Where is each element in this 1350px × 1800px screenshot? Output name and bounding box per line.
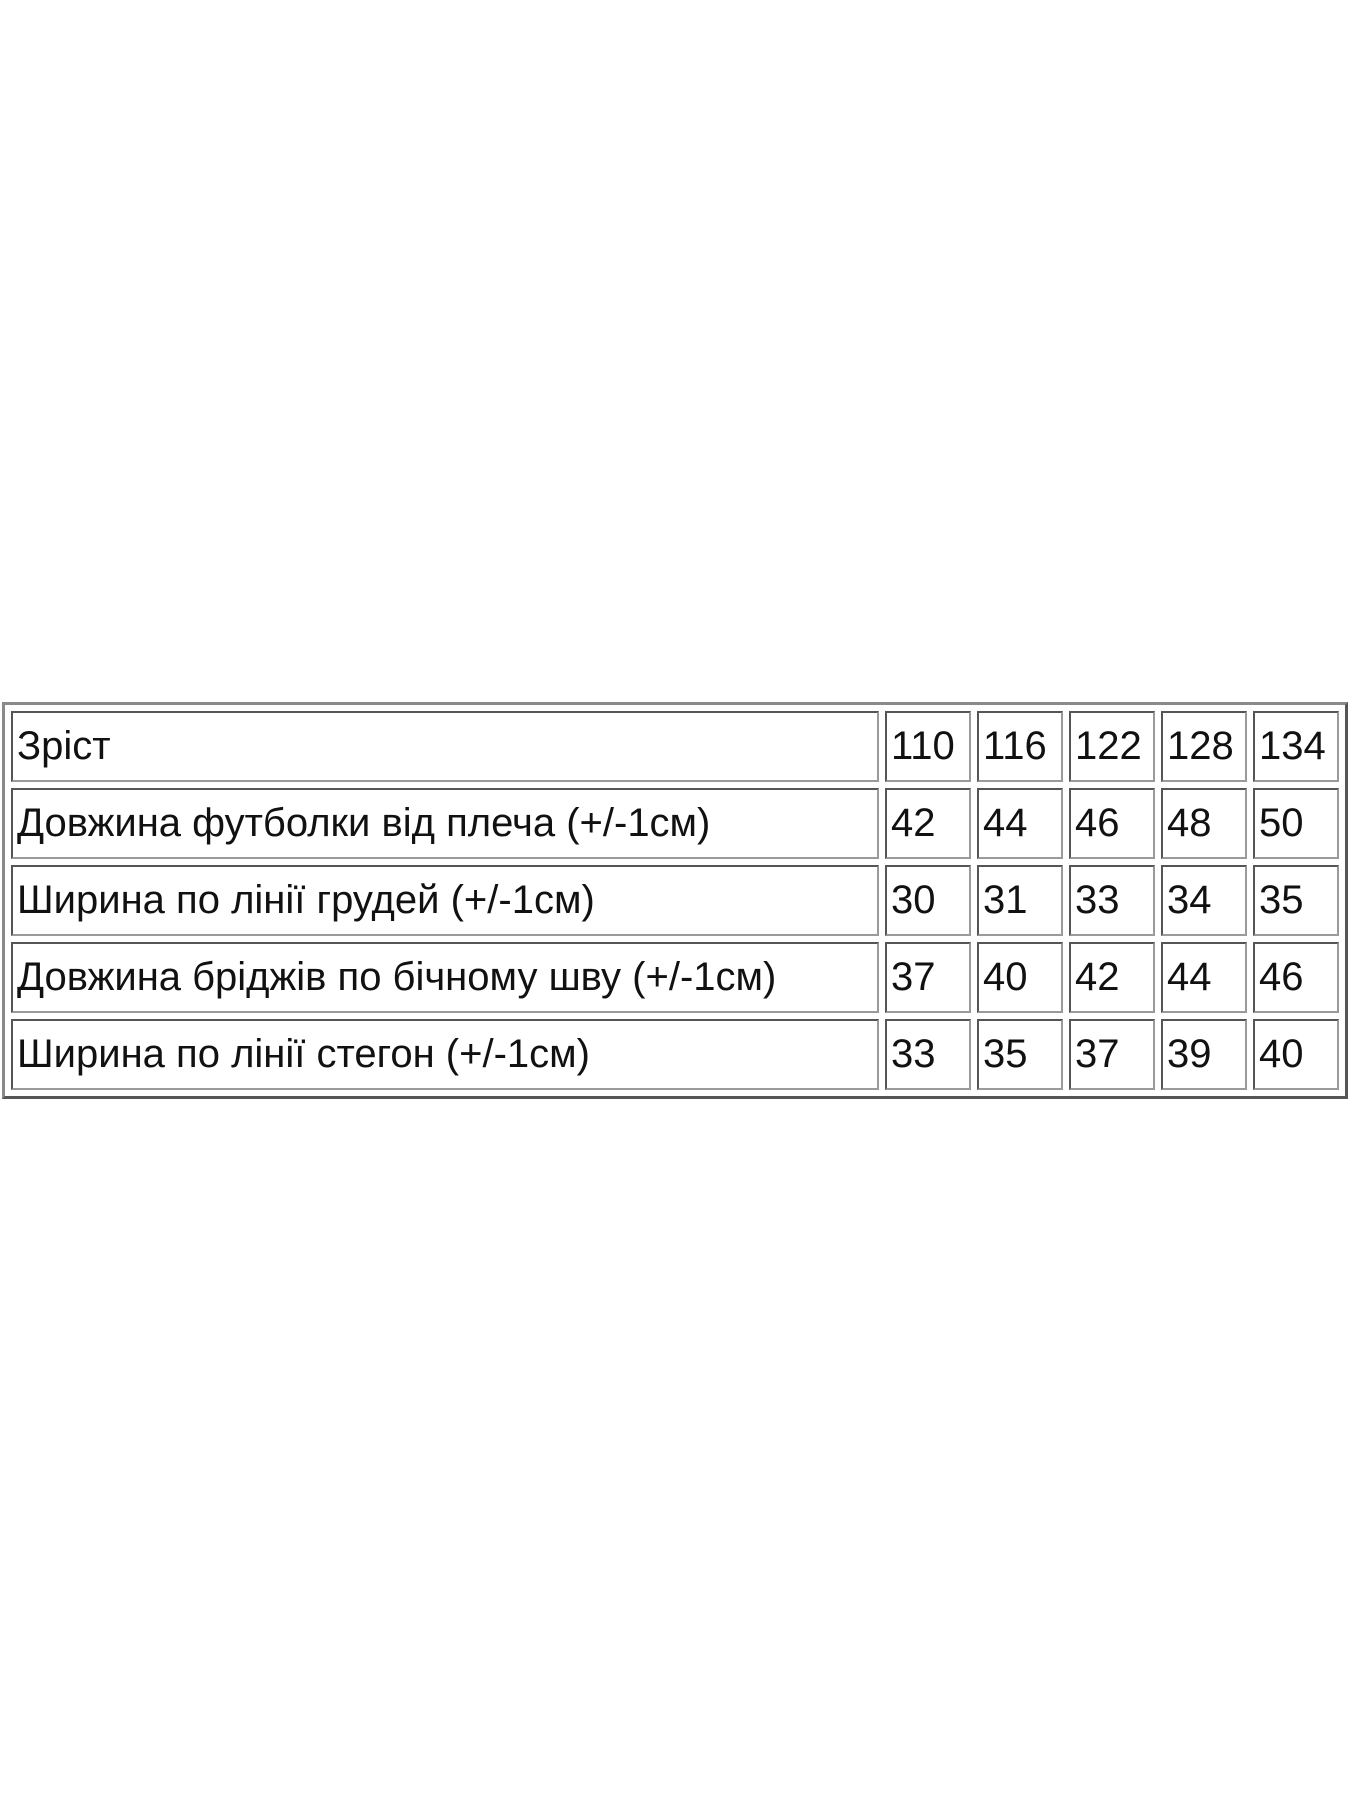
size-value: 116 <box>977 711 1063 782</box>
size-value: 48 <box>1161 788 1247 859</box>
size-value: 37 <box>1069 1019 1155 1090</box>
size-value: 34 <box>1161 865 1247 936</box>
size-table: Зріст 110 116 122 128 134 Довжина футболки від… <box>2 702 1348 1099</box>
table-row: Зріст 110 116 122 128 134 <box>11 711 1339 782</box>
row-label: Довжина бріджів по бічному шву (+/-1см) <box>11 942 879 1013</box>
size-value: 35 <box>977 1019 1063 1090</box>
row-label: Довжина футболки від плеча (+/-1см) <box>11 788 879 859</box>
table-row: Довжина бріджів по бічному шву (+/-1см) 3… <box>11 942 1339 1013</box>
size-value: 42 <box>1069 942 1155 1013</box>
size-value: 46 <box>1253 942 1339 1013</box>
table-row: Ширина по лінії стегон (+/-1см) 33 35 37 39 4… <box>11 1019 1339 1090</box>
size-value: 33 <box>1069 865 1155 936</box>
size-value: 44 <box>977 788 1063 859</box>
size-value: 110 <box>885 711 971 782</box>
table-row: Довжина футболки від плеча (+/-1см) 42 44 4… <box>11 788 1339 859</box>
size-value: 46 <box>1069 788 1155 859</box>
size-value: 42 <box>885 788 971 859</box>
size-value: 128 <box>1161 711 1247 782</box>
size-value: 134 <box>1253 711 1339 782</box>
size-value: 37 <box>885 942 971 1013</box>
row-label: Ширина по лінії грудей (+/-1см) <box>11 865 879 936</box>
size-value: 30 <box>885 865 971 936</box>
size-value: 39 <box>1161 1019 1247 1090</box>
size-value: 44 <box>1161 942 1247 1013</box>
row-label: Ширина по лінії стегон (+/-1см) <box>11 1019 879 1090</box>
size-value: 31 <box>977 865 1063 936</box>
size-value: 122 <box>1069 711 1155 782</box>
table-row: Ширина по лінії грудей (+/-1см) 30 31 33 34 3… <box>11 865 1339 936</box>
size-value: 33 <box>885 1019 971 1090</box>
size-value: 50 <box>1253 788 1339 859</box>
size-value: 35 <box>1253 865 1339 936</box>
size-value: 40 <box>1253 1019 1339 1090</box>
row-label: Зріст <box>11 711 879 782</box>
size-value: 40 <box>977 942 1063 1013</box>
